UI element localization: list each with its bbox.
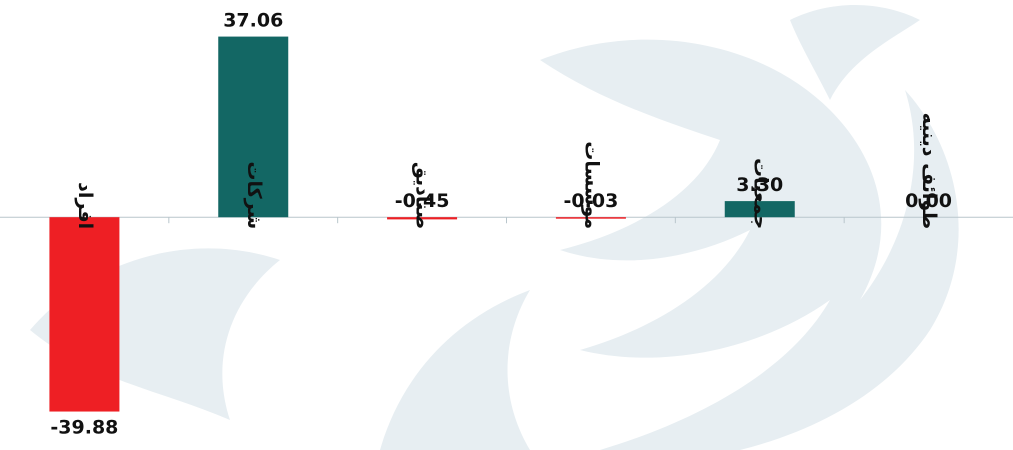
x-tick-label: شرکات [243, 161, 265, 229]
bar [218, 36, 289, 218]
x-tick-label: افراد [74, 182, 96, 229]
bar [387, 217, 458, 220]
data-label: 3.30 [736, 174, 783, 196]
data-label: -0.45 [395, 190, 450, 212]
data-label: 37.06 [223, 10, 283, 32]
data-label: 0.00 [905, 190, 952, 212]
x-tick-label: موسسات [580, 141, 602, 229]
x-tick-label: صنادیق [412, 162, 434, 229]
x-tick-label: جمعیات [749, 158, 771, 229]
data-label: -39.88 [50, 417, 118, 439]
watermark-logo [30, 5, 959, 450]
x-tick-label: طوائف دینیه [918, 113, 940, 230]
bar [555, 217, 626, 219]
bar [724, 201, 795, 218]
bar [49, 217, 120, 412]
data-label: -0.03 [564, 190, 619, 212]
